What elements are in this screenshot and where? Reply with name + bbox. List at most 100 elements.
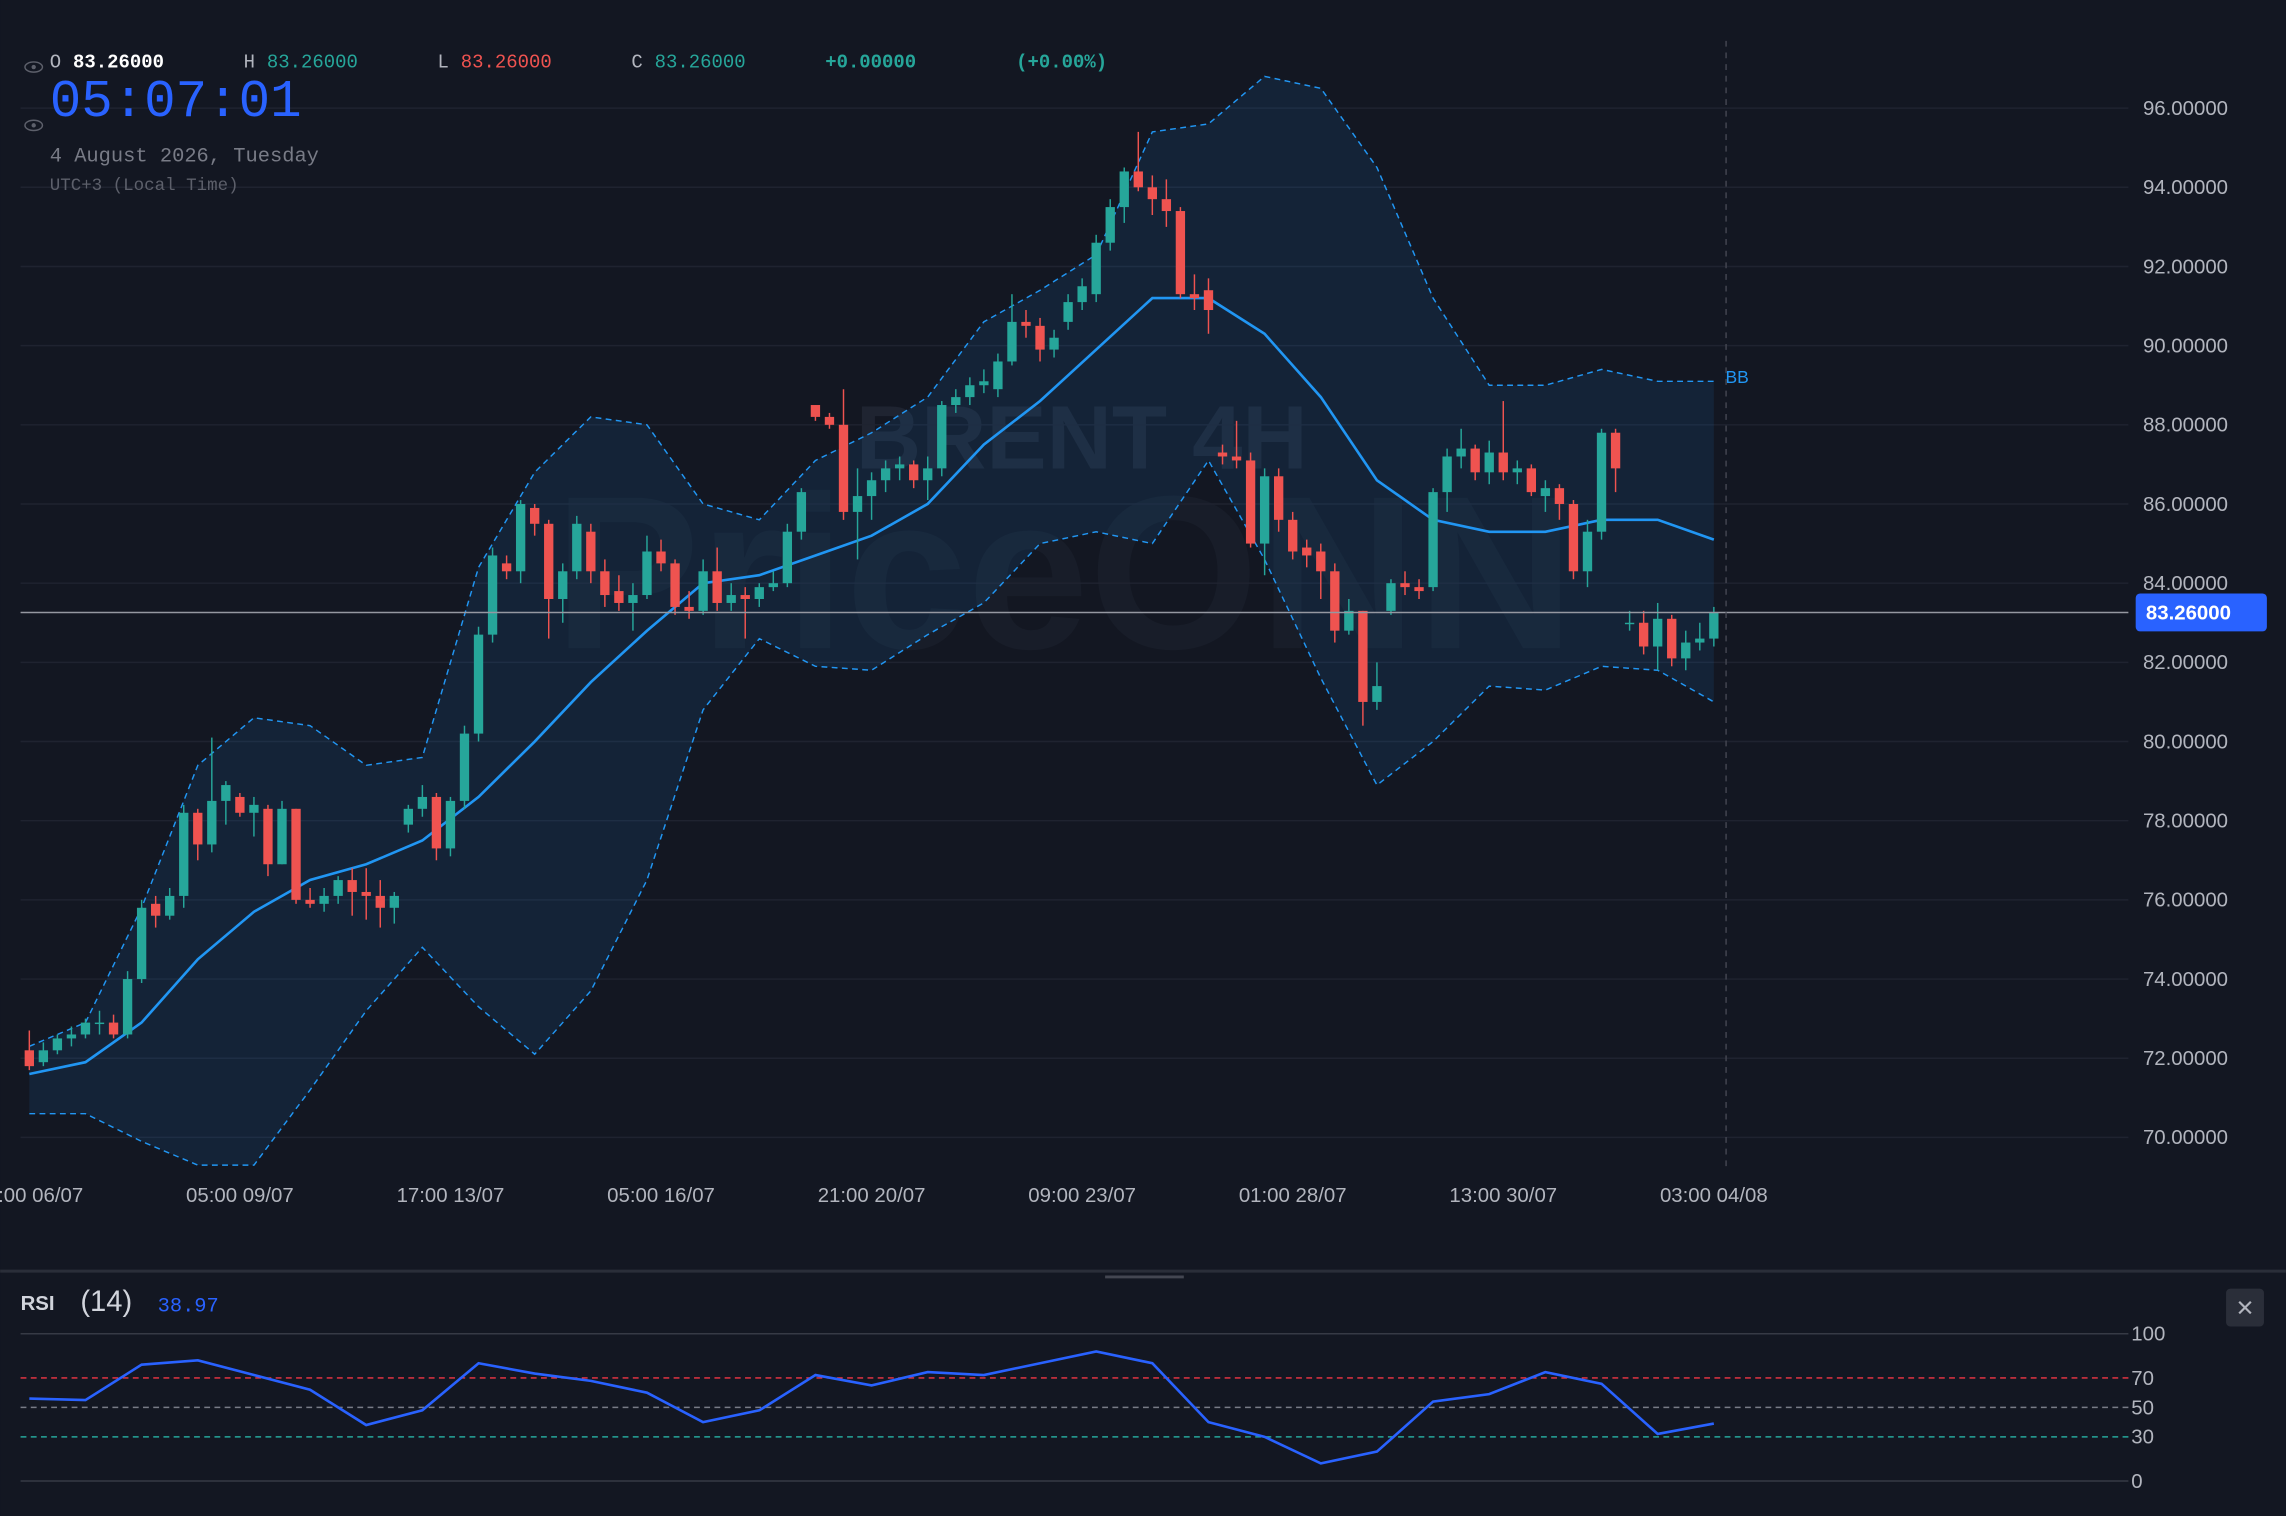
ohlc-value: 83.26000	[73, 52, 164, 74]
candle-body	[165, 895, 175, 916]
candle-body	[403, 808, 414, 825]
clock: 05:07:01	[50, 72, 302, 132]
candle-body	[108, 1022, 119, 1035]
candle-body	[1582, 531, 1593, 572]
close-button[interactable]	[2226, 1288, 2264, 1327]
candle-body	[1007, 321, 1017, 362]
y-tick-label: 72.00000	[2143, 1048, 2228, 1070]
candle-body	[221, 785, 231, 801]
candle-body	[1624, 622, 1635, 625]
eye-outline[interactable]	[24, 119, 44, 132]
y-tick-label: 90.00000	[2143, 335, 2228, 357]
x-tick-label: 09:00 23/07	[1028, 1185, 1136, 1207]
candle-body	[1274, 476, 1284, 520]
candle-body	[1667, 618, 1677, 659]
candle-body	[1063, 302, 1073, 322]
candle-body	[754, 587, 764, 600]
x-tick-label: 05:00 09/07	[186, 1185, 294, 1207]
candle-body	[1105, 207, 1115, 243]
candle-body	[909, 464, 919, 481]
candle-body	[305, 899, 315, 904]
candle-body	[122, 979, 133, 1035]
y-tick-label: 80.00000	[2143, 731, 2228, 753]
ohlc-key: O	[50, 52, 61, 74]
candle-body	[1203, 290, 1214, 311]
candle-body	[333, 880, 343, 896]
candle-body	[558, 571, 568, 600]
eye-pupil[interactable]	[31, 64, 36, 70]
candle-body	[515, 503, 526, 572]
candle-body	[459, 733, 470, 801]
candle-body	[1540, 488, 1551, 497]
candle-body	[94, 1022, 105, 1025]
y-tick-label: 88.00000	[2143, 415, 2228, 437]
candle-body	[1526, 468, 1537, 493]
candle-body	[1709, 612, 1719, 639]
candle-body	[1091, 242, 1101, 295]
candle-body	[1161, 199, 1172, 212]
y-tick-label: 74.00000	[2143, 969, 2228, 991]
candle-body	[1610, 432, 1621, 469]
rsi-tick-label: 30	[2131, 1427, 2154, 1449]
candle-body	[614, 591, 624, 603]
candle-body	[1414, 587, 1424, 592]
rsi-tick-label: 0	[2131, 1471, 2142, 1493]
candle-body	[1596, 432, 1607, 532]
candle-body	[600, 571, 610, 596]
candle-body	[1484, 452, 1494, 473]
candle-body	[1568, 503, 1579, 572]
header: O 83.26000 H 83.26000 L 83.26000 C 83.26…	[24, 52, 1107, 196]
candle-body	[937, 405, 947, 469]
y-tick-label: 94.00000	[2143, 177, 2228, 199]
close-icon[interactable]	[2238, 1300, 2252, 1315]
eye-outline[interactable]	[24, 61, 44, 73]
candle-body	[487, 555, 498, 635]
candle-body	[1189, 294, 1200, 299]
candle-body	[740, 595, 750, 600]
bb-band	[29, 76, 1714, 1166]
candle-body	[1021, 321, 1031, 326]
candle-body	[1259, 476, 1270, 544]
candle-body	[993, 361, 1003, 390]
candle-body	[1035, 325, 1045, 350]
candle-body	[249, 804, 259, 813]
candle-body	[319, 895, 329, 904]
rsi-tick-label: 50	[2131, 1397, 2154, 1419]
candle-body	[642, 551, 652, 596]
eye-icon[interactable]	[24, 119, 44, 132]
candle-body	[66, 1034, 77, 1039]
eye-icon[interactable]	[24, 61, 44, 73]
candle-body	[1133, 171, 1143, 188]
candle-body	[796, 492, 807, 532]
y-tick-label: 84.00000	[2143, 573, 2228, 595]
candle-body	[670, 563, 680, 607]
candle-body	[1372, 686, 1382, 702]
candle-body	[951, 397, 961, 406]
candle-body	[726, 595, 736, 603]
eye-pupil[interactable]	[31, 123, 36, 128]
y-tick-label: 86.00000	[2143, 494, 2228, 516]
candle-body	[277, 808, 287, 865]
candle-body	[698, 571, 708, 611]
candle-body	[782, 531, 793, 584]
change-percent: (+0.00%)	[1016, 52, 1107, 74]
bb-lower	[29, 459, 1715, 1166]
candle-body	[810, 405, 821, 417]
candle-body	[1245, 460, 1256, 544]
ohlc-value: 83.26000	[267, 52, 358, 74]
candle-body	[431, 796, 442, 849]
y-tick-label: 82.00000	[2143, 652, 2228, 674]
last-price-label: 83.26000	[2146, 602, 2231, 624]
ohlc-value: 83.26000	[461, 52, 552, 74]
candle-body	[1653, 618, 1663, 647]
candle-body	[852, 496, 863, 512]
candle-body	[838, 424, 849, 512]
x-tick-label: 17:00 06/07	[0, 1185, 83, 1207]
candle-body	[866, 480, 877, 497]
ohlc-key: L	[437, 52, 448, 74]
candle-body	[628, 595, 638, 603]
candle-body	[263, 808, 273, 865]
candle-body	[136, 907, 147, 980]
x-tick-label: 13:00 30/07	[1449, 1185, 1557, 1207]
